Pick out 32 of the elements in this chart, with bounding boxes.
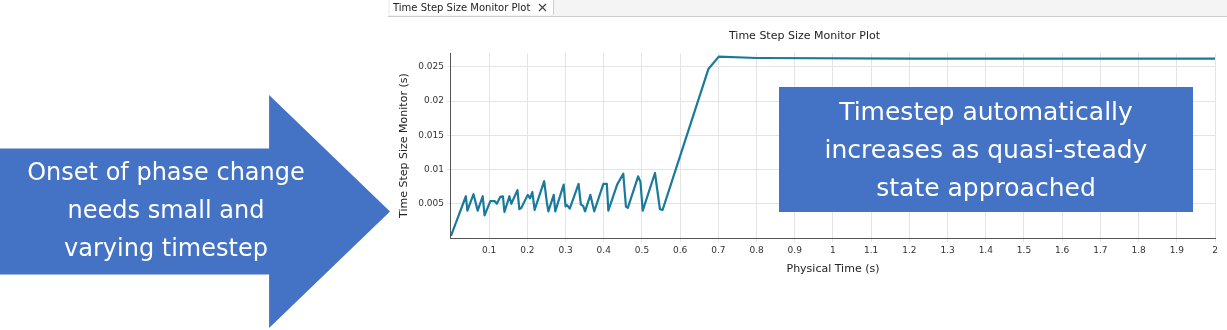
x-tick-label: 0.5 — [634, 244, 650, 255]
x-tick-label: 1.9 — [1169, 244, 1185, 255]
y-tick-label: 0.005 — [418, 198, 444, 209]
x-tick-label: 0.2 — [520, 244, 535, 255]
chart-title: Time Step Size Monitor Plot — [727, 29, 881, 43]
y-axis-title: Time Step Size Monitor (s) — [397, 73, 411, 219]
x-tick-label: 0.4 — [596, 244, 612, 255]
x-tick-label: 1.4 — [978, 244, 994, 255]
x-tick-label: 0.9 — [787, 244, 803, 255]
y-tick-label: 0.02 — [423, 95, 444, 106]
x-tick-label: 0.3 — [558, 244, 573, 255]
x-tick-label: 1.5 — [1016, 244, 1032, 255]
x-tick-label: 1.7 — [1093, 244, 1108, 255]
x-tick-label: 0.1 — [482, 244, 497, 255]
x-tick-label: 1.1 — [864, 244, 879, 255]
x-tick-label: 2 — [1212, 244, 1218, 255]
x-tick-label: 1.3 — [940, 244, 955, 255]
text: Time Step Size Monitor Plot — [393, 1, 531, 15]
x-tick-label: 0.6 — [673, 244, 688, 255]
x-tick-label: 0.7 — [711, 244, 726, 255]
x-tick-label: 1.2 — [902, 244, 917, 255]
x-axis-title: Physical Time (s) — [786, 262, 880, 276]
annotation: Timestep automatically increases as quasi-steady state approached — [823, 95, 1149, 204]
y-tick-label: 0.025 — [418, 61, 444, 72]
x-tick-label: 0.8 — [749, 244, 764, 255]
y-tick-label: 0.01 — [423, 163, 444, 174]
callout-box: Timestep automatically increases as quasi-steady state approached — [779, 87, 1193, 212]
text: Onset of phase change needs small and varying timestep — [26, 157, 306, 264]
x-tick-label: 1 — [830, 244, 836, 255]
x-tick-label: 1.6 — [1055, 244, 1070, 255]
y-tick-label: 0.015 — [418, 129, 444, 140]
x-tick-label: 1.8 — [1131, 244, 1147, 255]
